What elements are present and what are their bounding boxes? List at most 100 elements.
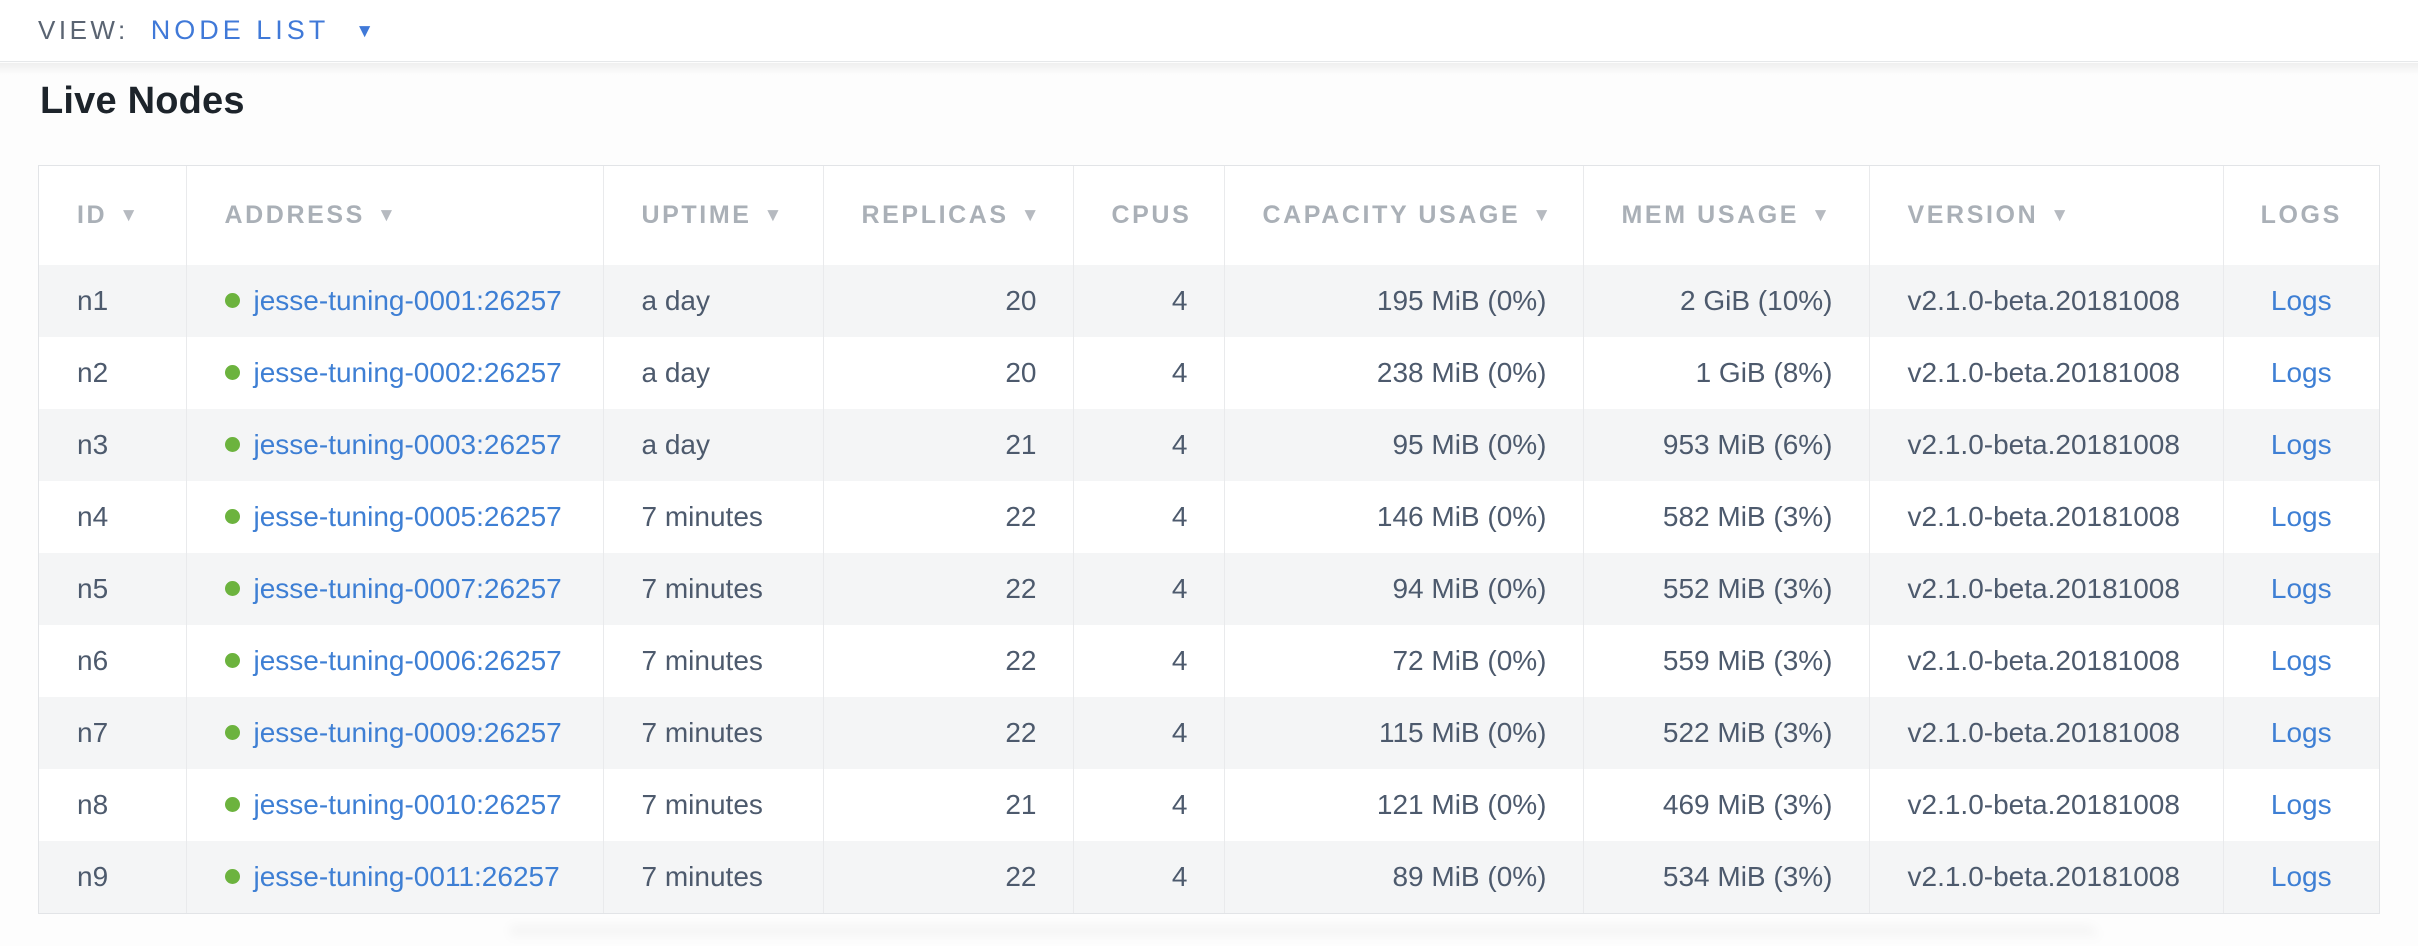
node-address-cell: jesse-tuning-0003:26257 [185, 409, 603, 481]
table-row: n4 jesse-tuning-0005:26257 7 minutes 22 … [39, 481, 2379, 553]
node-uptime-cell: a day [602, 409, 823, 481]
node-uptime-cell: 7 minutes [602, 841, 823, 913]
node-uptime-cell: 7 minutes [602, 481, 823, 553]
node-id-cell: n2 [39, 337, 186, 409]
column-header-uptime[interactable]: UPTIME ▼ [602, 166, 823, 265]
view-dropdown[interactable]: NODE LIST ▼ [151, 15, 374, 46]
node-mem-usage-cell: 2 GiB (10%) [1582, 265, 1869, 337]
node-uptime-cell: 7 minutes [602, 697, 823, 769]
table-header-row: ID ▼ ADDRESS ▼ UPTIME ▼ REPLICAS ▼ CPUS CAPA… [39, 166, 2379, 265]
node-address-link[interactable]: jesse-tuning-0003:26257 [253, 429, 562, 460]
node-mem-usage-cell: 534 MiB (3%) [1582, 841, 1869, 913]
node-address-link[interactable]: jesse-tuning-0005:26257 [253, 501, 562, 532]
node-address-link[interactable]: jesse-tuning-0007:26257 [253, 573, 562, 604]
table-row: n3 jesse-tuning-0003:26257 a day 21 4 95… [39, 409, 2379, 481]
node-address-link[interactable]: jesse-tuning-0001:26257 [253, 285, 562, 316]
node-cpus-cell: 4 [1072, 409, 1224, 481]
node-capacity-usage-cell: 89 MiB (0%) [1223, 841, 1583, 913]
node-address-link[interactable]: jesse-tuning-0006:26257 [253, 645, 562, 676]
live-nodes-table: ID ▼ ADDRESS ▼ UPTIME ▼ REPLICAS ▼ CPUS CAPA… [38, 165, 2380, 914]
node-address-link[interactable]: jesse-tuning-0011:26257 [253, 861, 560, 892]
node-replicas-cell: 21 [822, 409, 1073, 481]
view-label: VIEW: [38, 15, 129, 45]
node-logs-link[interactable]: Logs [2270, 285, 2332, 316]
node-address-link[interactable]: jesse-tuning-0002:26257 [253, 357, 562, 388]
column-header-cpus: CPUS [1072, 166, 1224, 265]
table-row: n9 jesse-tuning-0011:26257 7 minutes 22 … [39, 841, 2379, 913]
node-mem-usage-cell: 559 MiB (3%) [1582, 625, 1869, 697]
node-uptime-cell: a day [602, 265, 823, 337]
node-address-link[interactable]: jesse-tuning-0010:26257 [253, 789, 562, 820]
node-id-cell: n8 [39, 769, 186, 841]
node-live-status-icon [224, 869, 240, 885]
sort-desc-icon: ▼ [1532, 205, 1554, 226]
next-section-shadow [510, 926, 2100, 940]
column-header-address[interactable]: ADDRESS ▼ [185, 166, 603, 265]
node-mem-usage-cell: 522 MiB (3%) [1582, 697, 1869, 769]
node-logs-link[interactable]: Logs [2270, 717, 2332, 748]
node-version-cell: v2.1.0-beta.20181008 [1868, 553, 2223, 625]
node-live-status-icon [224, 581, 240, 597]
node-logs-cell: Logs [2222, 841, 2379, 913]
node-replicas-cell: 22 [822, 625, 1073, 697]
node-mem-usage-cell: 582 MiB (3%) [1582, 481, 1869, 553]
column-header-version[interactable]: VERSION ▼ [1868, 166, 2223, 265]
node-replicas-cell: 22 [822, 841, 1073, 913]
node-logs-link[interactable]: Logs [2270, 357, 2332, 388]
node-uptime-cell: 7 minutes [602, 769, 823, 841]
node-logs-link[interactable]: Logs [2270, 573, 2332, 604]
node-address-link[interactable]: jesse-tuning-0009:26257 [253, 717, 562, 748]
node-uptime-cell: a day [602, 337, 823, 409]
node-capacity-usage-cell: 238 MiB (0%) [1223, 337, 1583, 409]
node-id-cell: n6 [39, 625, 186, 697]
sort-desc-icon: ▼ [376, 205, 399, 226]
node-version-cell: v2.1.0-beta.20181008 [1868, 697, 2223, 769]
table-row: n7 jesse-tuning-0009:26257 7 minutes 22 … [39, 697, 2379, 769]
node-live-status-icon [224, 437, 240, 453]
node-logs-cell: Logs [2222, 409, 2379, 481]
node-version-cell: v2.1.0-beta.20181008 [1868, 409, 2223, 481]
node-uptime-cell: 7 minutes [602, 553, 823, 625]
table-row: n8 jesse-tuning-0010:26257 7 minutes 21 … [39, 769, 2379, 841]
node-version-cell: v2.1.0-beta.20181008 [1868, 625, 2223, 697]
node-address-cell: jesse-tuning-0007:26257 [185, 553, 603, 625]
node-version-cell: v2.1.0-beta.20181008 [1868, 481, 2223, 553]
node-replicas-cell: 22 [822, 481, 1073, 553]
node-address-cell: jesse-tuning-0011:26257 [185, 841, 603, 913]
node-capacity-usage-cell: 195 MiB (0%) [1223, 265, 1583, 337]
node-logs-cell: Logs [2222, 697, 2379, 769]
node-logs-link[interactable]: Logs [2270, 645, 2332, 676]
view-bar: VIEW: NODE LIST ▼ [0, 0, 2418, 62]
node-live-status-icon [224, 293, 240, 309]
column-header-id[interactable]: ID ▼ [39, 166, 186, 265]
node-mem-usage-cell: 552 MiB (3%) [1582, 553, 1869, 625]
node-capacity-usage-cell: 95 MiB (0%) [1223, 409, 1583, 481]
node-version-cell: v2.1.0-beta.20181008 [1868, 841, 2223, 913]
node-logs-link[interactable]: Logs [2270, 861, 2332, 892]
node-live-status-icon [224, 725, 240, 741]
node-capacity-usage-cell: 72 MiB (0%) [1223, 625, 1583, 697]
node-logs-cell: Logs [2222, 553, 2379, 625]
node-capacity-usage-cell: 121 MiB (0%) [1223, 769, 1583, 841]
column-header-capacity-usage[interactable]: CAPACITY USAGE ▼ [1223, 166, 1583, 265]
column-header-replicas[interactable]: REPLICAS ▼ [822, 166, 1073, 265]
node-logs-link[interactable]: Logs [2270, 501, 2332, 532]
sort-desc-icon: ▼ [2050, 205, 2072, 226]
node-address-cell: jesse-tuning-0006:26257 [185, 625, 603, 697]
node-id-cell: n1 [39, 265, 186, 337]
node-live-status-icon [224, 653, 240, 669]
node-capacity-usage-cell: 146 MiB (0%) [1223, 481, 1583, 553]
node-live-status-icon [224, 365, 240, 381]
node-address-cell: jesse-tuning-0001:26257 [185, 265, 603, 337]
view-dropdown-value[interactable]: NODE LIST [150, 15, 330, 45]
node-address-cell: jesse-tuning-0002:26257 [185, 337, 603, 409]
table-row: n1 jesse-tuning-0001:26257 a day 20 4 19… [39, 265, 2379, 337]
node-live-status-icon [224, 509, 240, 525]
column-header-mem-usage[interactable]: MEM USAGE ▼ [1582, 166, 1869, 265]
node-id-cell: n4 [39, 481, 186, 553]
node-logs-link[interactable]: Logs [2270, 789, 2332, 820]
chevron-down-icon: ▼ [355, 21, 375, 42]
node-logs-link[interactable]: Logs [2270, 429, 2332, 460]
table-row: n5 jesse-tuning-0007:26257 7 minutes 22 … [39, 553, 2379, 625]
node-cpus-cell: 4 [1072, 553, 1224, 625]
